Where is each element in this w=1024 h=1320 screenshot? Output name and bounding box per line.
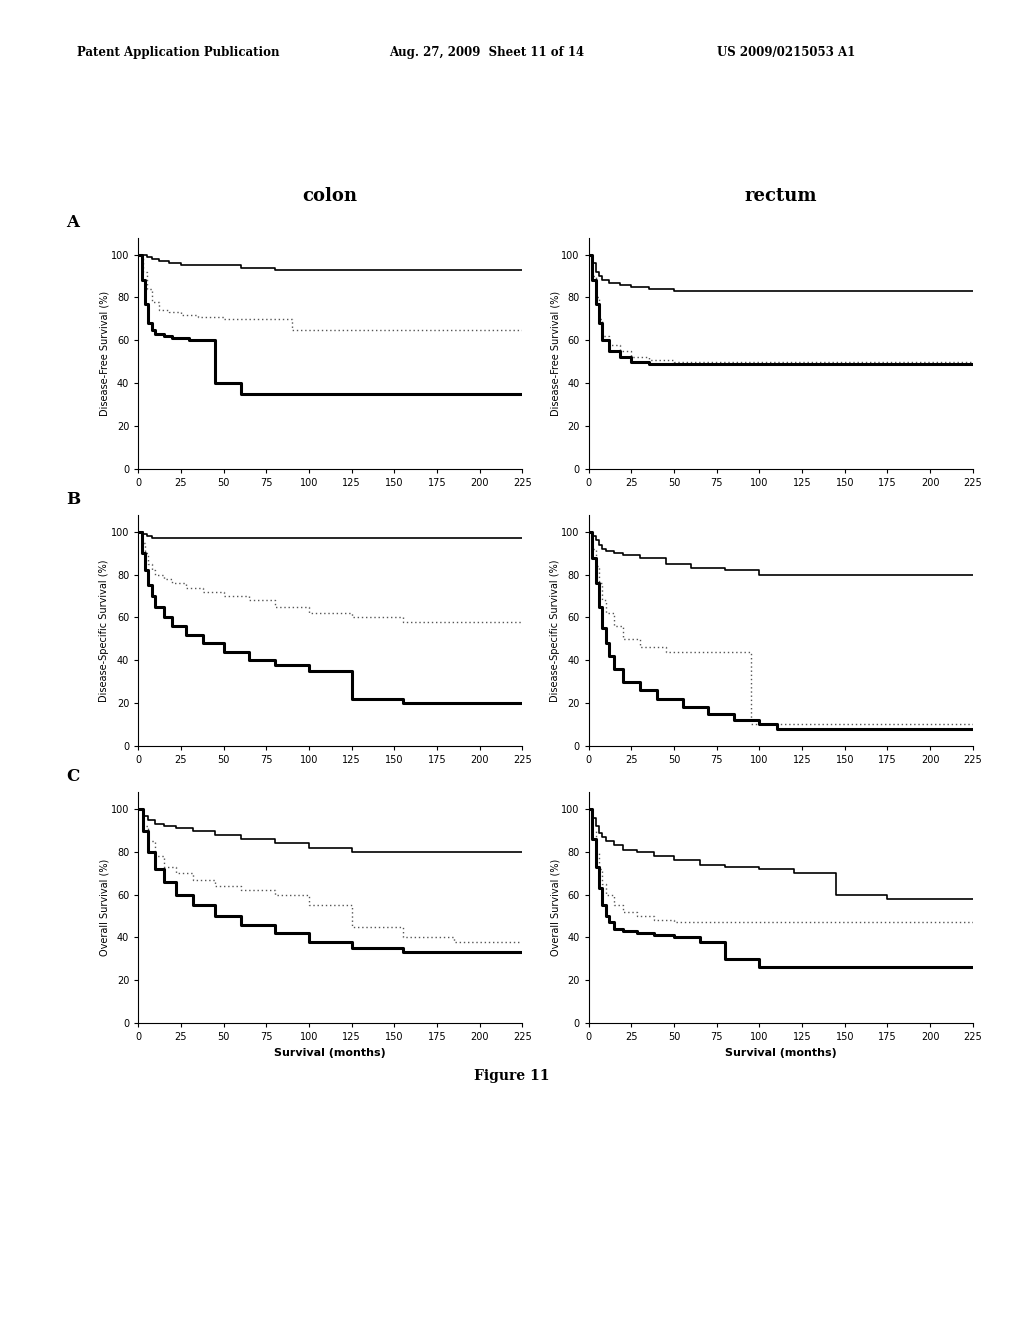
Y-axis label: Disease-Free Survival (%): Disease-Free Survival (%) — [550, 290, 560, 416]
Text: A: A — [67, 214, 80, 231]
Text: colon: colon — [303, 186, 357, 205]
X-axis label: Survival (months): Survival (months) — [725, 1048, 837, 1057]
X-axis label: Survival (months): Survival (months) — [274, 1048, 386, 1057]
Text: B: B — [67, 491, 81, 508]
Text: C: C — [67, 768, 80, 785]
Text: Aug. 27, 2009  Sheet 11 of 14: Aug. 27, 2009 Sheet 11 of 14 — [389, 46, 585, 59]
Text: rectum: rectum — [744, 186, 817, 205]
Y-axis label: Disease-Specific Survival (%): Disease-Specific Survival (%) — [99, 560, 110, 701]
Y-axis label: Overall Survival (%): Overall Survival (%) — [550, 859, 560, 956]
Y-axis label: Disease-Specific Survival (%): Disease-Specific Survival (%) — [550, 560, 560, 701]
Y-axis label: Overall Survival (%): Overall Survival (%) — [99, 859, 110, 956]
Text: Figure 11: Figure 11 — [474, 1069, 550, 1082]
Text: US 2009/0215053 A1: US 2009/0215053 A1 — [717, 46, 855, 59]
Y-axis label: Disease-Free Survival (%): Disease-Free Survival (%) — [99, 290, 110, 416]
Text: Patent Application Publication: Patent Application Publication — [77, 46, 280, 59]
